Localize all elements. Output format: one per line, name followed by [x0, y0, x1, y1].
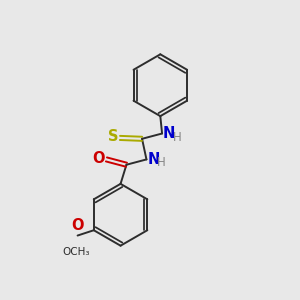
Text: H: H	[173, 130, 182, 143]
Text: H: H	[157, 157, 166, 169]
Text: N: N	[147, 152, 160, 167]
Text: O: O	[92, 151, 105, 166]
Text: N: N	[163, 126, 175, 141]
Text: S: S	[108, 129, 119, 144]
Text: O: O	[71, 218, 84, 233]
Text: OCH₃: OCH₃	[62, 247, 90, 257]
